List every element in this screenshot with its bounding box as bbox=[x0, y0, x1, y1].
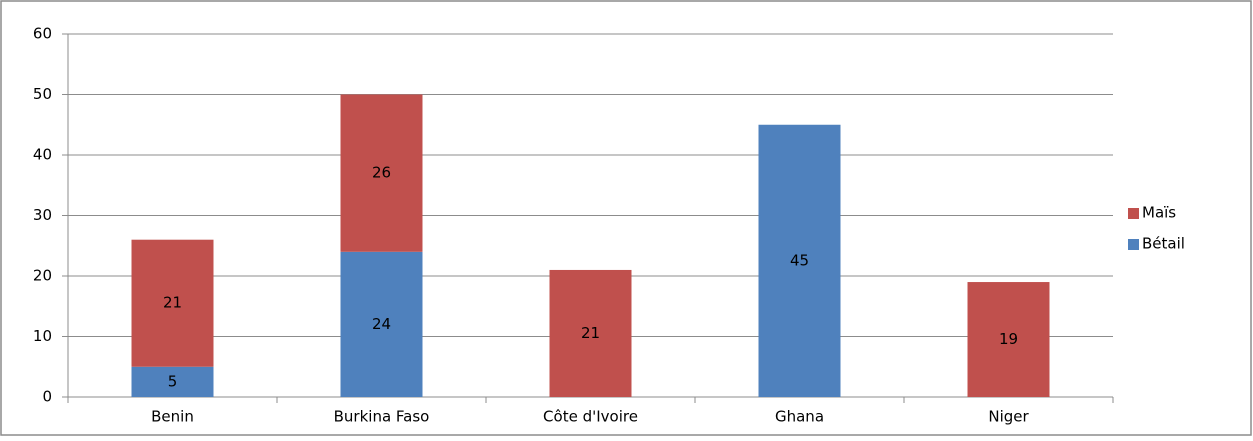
data-label: 24 bbox=[372, 315, 391, 333]
bar-segment bbox=[131, 366, 214, 397]
data-label: 45 bbox=[790, 251, 809, 269]
bar-segment bbox=[340, 94, 423, 252]
x-tick-label: Niger bbox=[988, 408, 1029, 426]
y-tick-label: 50 bbox=[33, 85, 52, 103]
y-tick-label: 20 bbox=[33, 267, 52, 285]
x-tick-label: Burkina Faso bbox=[334, 408, 430, 426]
legend-label: Bétail bbox=[1142, 235, 1185, 253]
y-tick-label: 60 bbox=[33, 25, 52, 43]
data-label: 19 bbox=[999, 330, 1018, 348]
x-tick-label: Côte d'Ivoire bbox=[543, 408, 638, 426]
y-tick-label: 10 bbox=[33, 327, 52, 345]
data-label: 21 bbox=[581, 324, 600, 342]
y-tick-label: 30 bbox=[33, 206, 52, 224]
bar-segment bbox=[967, 282, 1050, 397]
bar-segment bbox=[131, 239, 214, 367]
data-label: 5 bbox=[168, 372, 178, 390]
legend-swatch bbox=[1128, 208, 1139, 219]
y-tick-label: 40 bbox=[33, 146, 52, 164]
y-tick-label: 0 bbox=[42, 388, 52, 406]
legend-swatch bbox=[1128, 239, 1139, 250]
x-tick-label: Ghana bbox=[775, 408, 824, 426]
data-label: 26 bbox=[372, 164, 391, 182]
bar-segment bbox=[758, 124, 841, 397]
bar-segment bbox=[340, 251, 423, 397]
data-label: 21 bbox=[163, 294, 182, 312]
bar-segment bbox=[549, 269, 632, 397]
legend-label: Maïs bbox=[1142, 204, 1176, 222]
x-tick-label: Benin bbox=[151, 408, 194, 426]
